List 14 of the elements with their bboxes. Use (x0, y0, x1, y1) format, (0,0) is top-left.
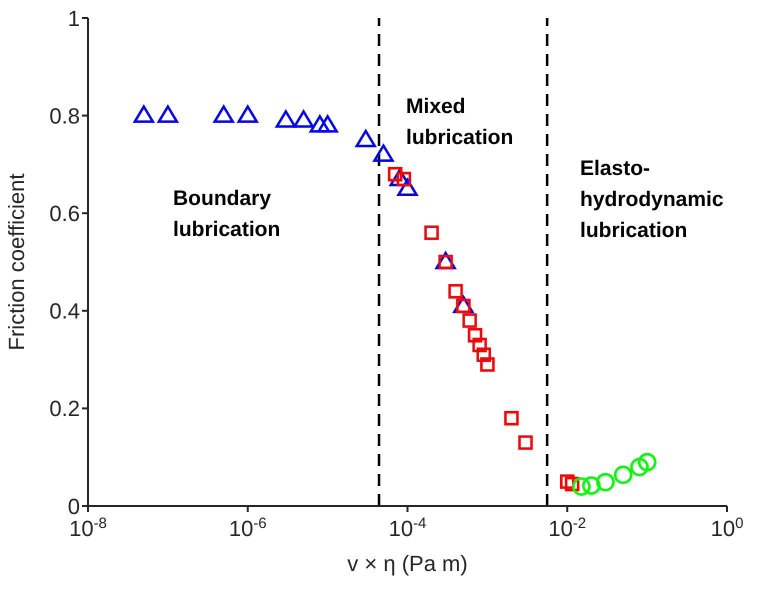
y-axis-title: Friction coefficient (4, 174, 29, 350)
x-tick-label: 10$^{-2}$ (548, 514, 586, 541)
x-tick-label: 10$^{-4}$ (388, 514, 426, 541)
x-tick-label: 10$^{-6}$ (228, 514, 267, 541)
annotation: Elasto-hydrodynamic lubrication (580, 156, 725, 244)
y-tick-label: 0.4 (49, 298, 80, 324)
annotation: Boundary lubrication (173, 186, 282, 243)
y-tick-label: 1 (68, 6, 80, 31)
x-tick-label: 10$^{0}$ (710, 514, 744, 541)
x-axis-title: v × η (Pa m) (347, 551, 468, 576)
y-tick-label: 0.6 (49, 201, 80, 226)
y-tick-label: 0.8 (49, 103, 80, 128)
y-tick-label: 0.2 (49, 396, 80, 422)
annotation: Mixed lubrication (406, 94, 514, 151)
